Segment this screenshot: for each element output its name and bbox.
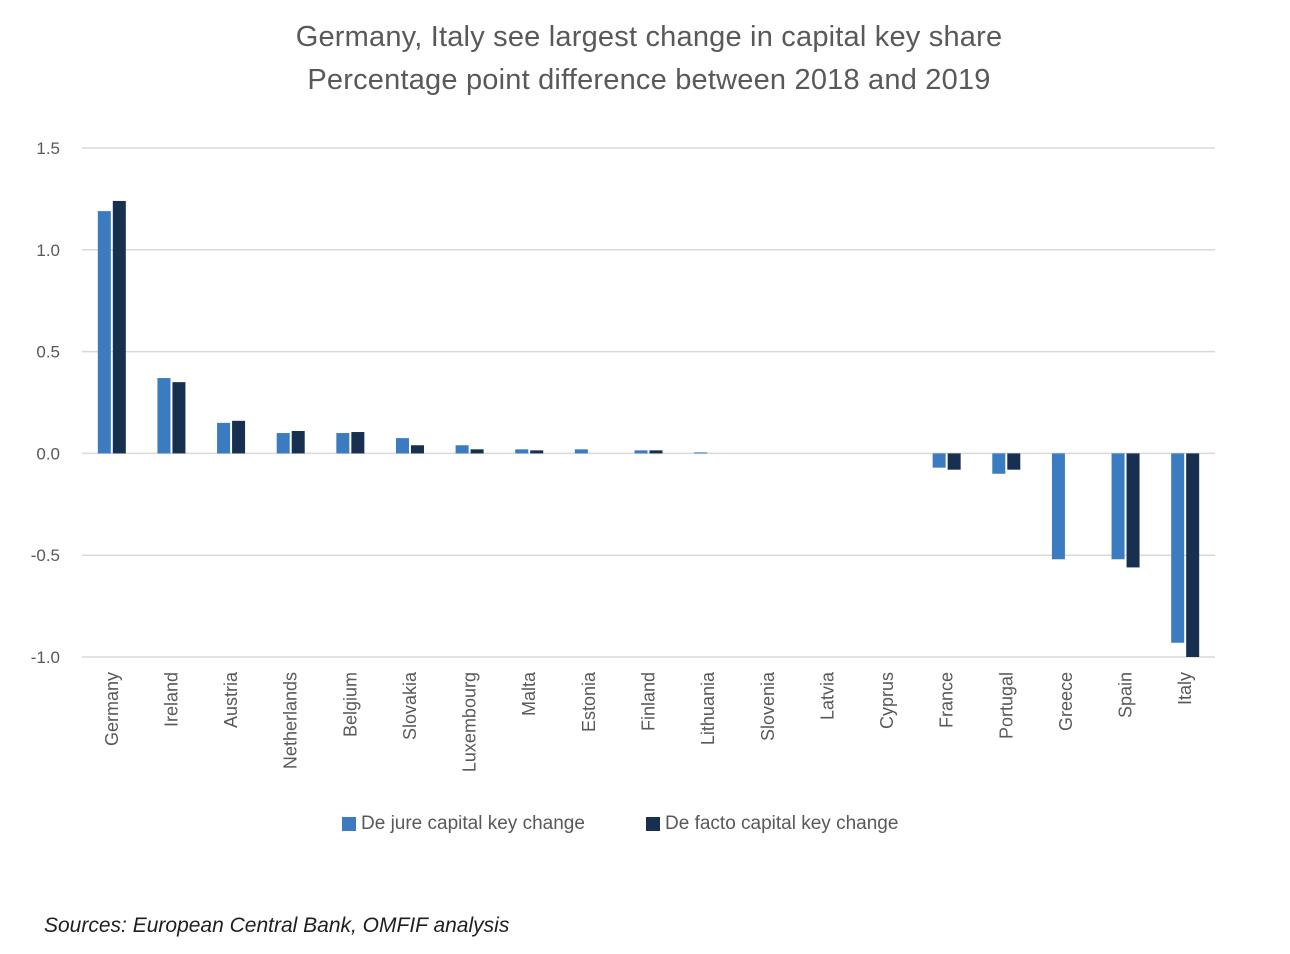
legend-item-de-jure: De jure capital key change <box>342 813 585 835</box>
bar-de-jure-germany <box>97 211 111 454</box>
x-tick-label-italy: Italy <box>1175 672 1195 705</box>
x-tick-label-estonia: Estonia <box>579 671 599 732</box>
bar-de-facto-spain <box>1126 453 1140 568</box>
x-tick-label-malta: Malta <box>519 671 539 716</box>
bar-de-facto-ireland <box>172 382 186 454</box>
x-tick-label-belgium: Belgium <box>340 672 360 737</box>
bar-de-jure-estonia <box>574 449 588 454</box>
bar-de-jure-finland <box>634 450 648 454</box>
y-tick-label: 0.5 <box>36 343 60 362</box>
x-tick-label-germany: Germany <box>102 672 122 746</box>
bar-de-facto-slovakia <box>410 445 424 454</box>
y-tick-label: 1.5 <box>36 139 60 158</box>
bar-de-jure-luxembourg <box>455 445 469 454</box>
y-axis-ticks: 1.5 1.0 0.5 0.0 -0.5 -1.0 <box>31 139 60 667</box>
bar-de-facto-austria <box>232 420 246 454</box>
x-tick-label-austria: Austria <box>221 671 241 728</box>
x-tick-label-slovenia: Slovenia <box>758 671 778 741</box>
legend: De jure capital key change De facto capi… <box>0 813 1290 839</box>
bar-de-facto-finland <box>649 450 663 454</box>
chart-title-block: Germany, Italy see largest change in cap… <box>0 16 1290 102</box>
bar-de-jure-austria <box>217 422 231 454</box>
x-tick-label-france: France <box>937 672 957 728</box>
gridlines <box>82 147 1215 658</box>
bar-chart: 1.5 1.0 0.5 0.0 -0.5 -1.0 Germany Ireland Austr… <box>31 139 1215 772</box>
x-tick-label-ireland: Ireland <box>161 672 181 727</box>
bar-de-facto-france <box>947 453 961 470</box>
bar-de-jure-ireland <box>157 378 171 454</box>
x-tick-label-spain: Spain <box>1116 672 1136 718</box>
legend-swatch-de-facto <box>646 817 660 831</box>
bar-de-jure-lithuania <box>694 452 708 454</box>
bar-de-jure-belgium <box>336 433 350 454</box>
bar-de-jure-portugal <box>992 453 1006 474</box>
chart-subtitle: Percentage point difference between 2018… <box>307 64 991 96</box>
x-tick-label-luxembourg: Luxembourg <box>460 672 480 772</box>
legend-swatch-de-jure <box>342 817 356 831</box>
bar-de-facto-italy <box>1186 453 1200 657</box>
bar-de-facto-luxembourg <box>470 449 484 454</box>
legend-label-de-jure: De jure capital key change <box>361 813 585 834</box>
bar-de-jure-spain <box>1111 453 1125 560</box>
x-tick-label-greece: Greece <box>1056 672 1076 731</box>
bar-de-jure-slovakia <box>395 438 409 454</box>
legend-item-de-facto: De facto capital key change <box>646 813 898 835</box>
bar-de-jure-france <box>932 453 946 468</box>
legend-label-de-facto: De facto capital key change <box>665 813 899 834</box>
x-tick-label-lithuania: Lithuania <box>698 671 718 745</box>
bar-de-jure-italy <box>1171 453 1185 643</box>
x-tick-label-finland: Finland <box>639 672 659 731</box>
source-note: Sources: European Central Bank, OMFIF an… <box>44 914 510 937</box>
y-tick-label: -0.5 <box>31 546 60 565</box>
bar-de-jure-netherlands <box>276 433 290 454</box>
x-tick-label-cyprus: Cyprus <box>877 672 897 729</box>
x-tick-label-portugal: Portugal <box>996 672 1016 739</box>
bar-de-facto-belgium <box>351 432 365 454</box>
bar-de-facto-malta <box>530 450 544 454</box>
x-tick-label-netherlands: Netherlands <box>281 672 301 769</box>
x-axis-labels: Germany Ireland Austria Netherlands Belgium S… <box>102 671 1195 772</box>
bar-de-jure-malta <box>515 449 529 454</box>
bar-de-facto-germany <box>112 200 126 454</box>
x-tick-label-latvia: Latvia <box>817 671 837 720</box>
x-tick-label-slovakia: Slovakia <box>400 671 420 740</box>
y-tick-label: 1.0 <box>36 241 60 260</box>
bar-de-facto-portugal <box>1007 453 1021 470</box>
bars <box>97 200 1200 657</box>
y-tick-label: 0.0 <box>36 444 60 463</box>
chart-title: Germany, Italy see largest change in cap… <box>295 21 1003 53</box>
bar-de-facto-netherlands <box>291 431 305 454</box>
bar-de-jure-greece <box>1051 453 1065 560</box>
y-tick-label: -1.0 <box>31 648 60 667</box>
